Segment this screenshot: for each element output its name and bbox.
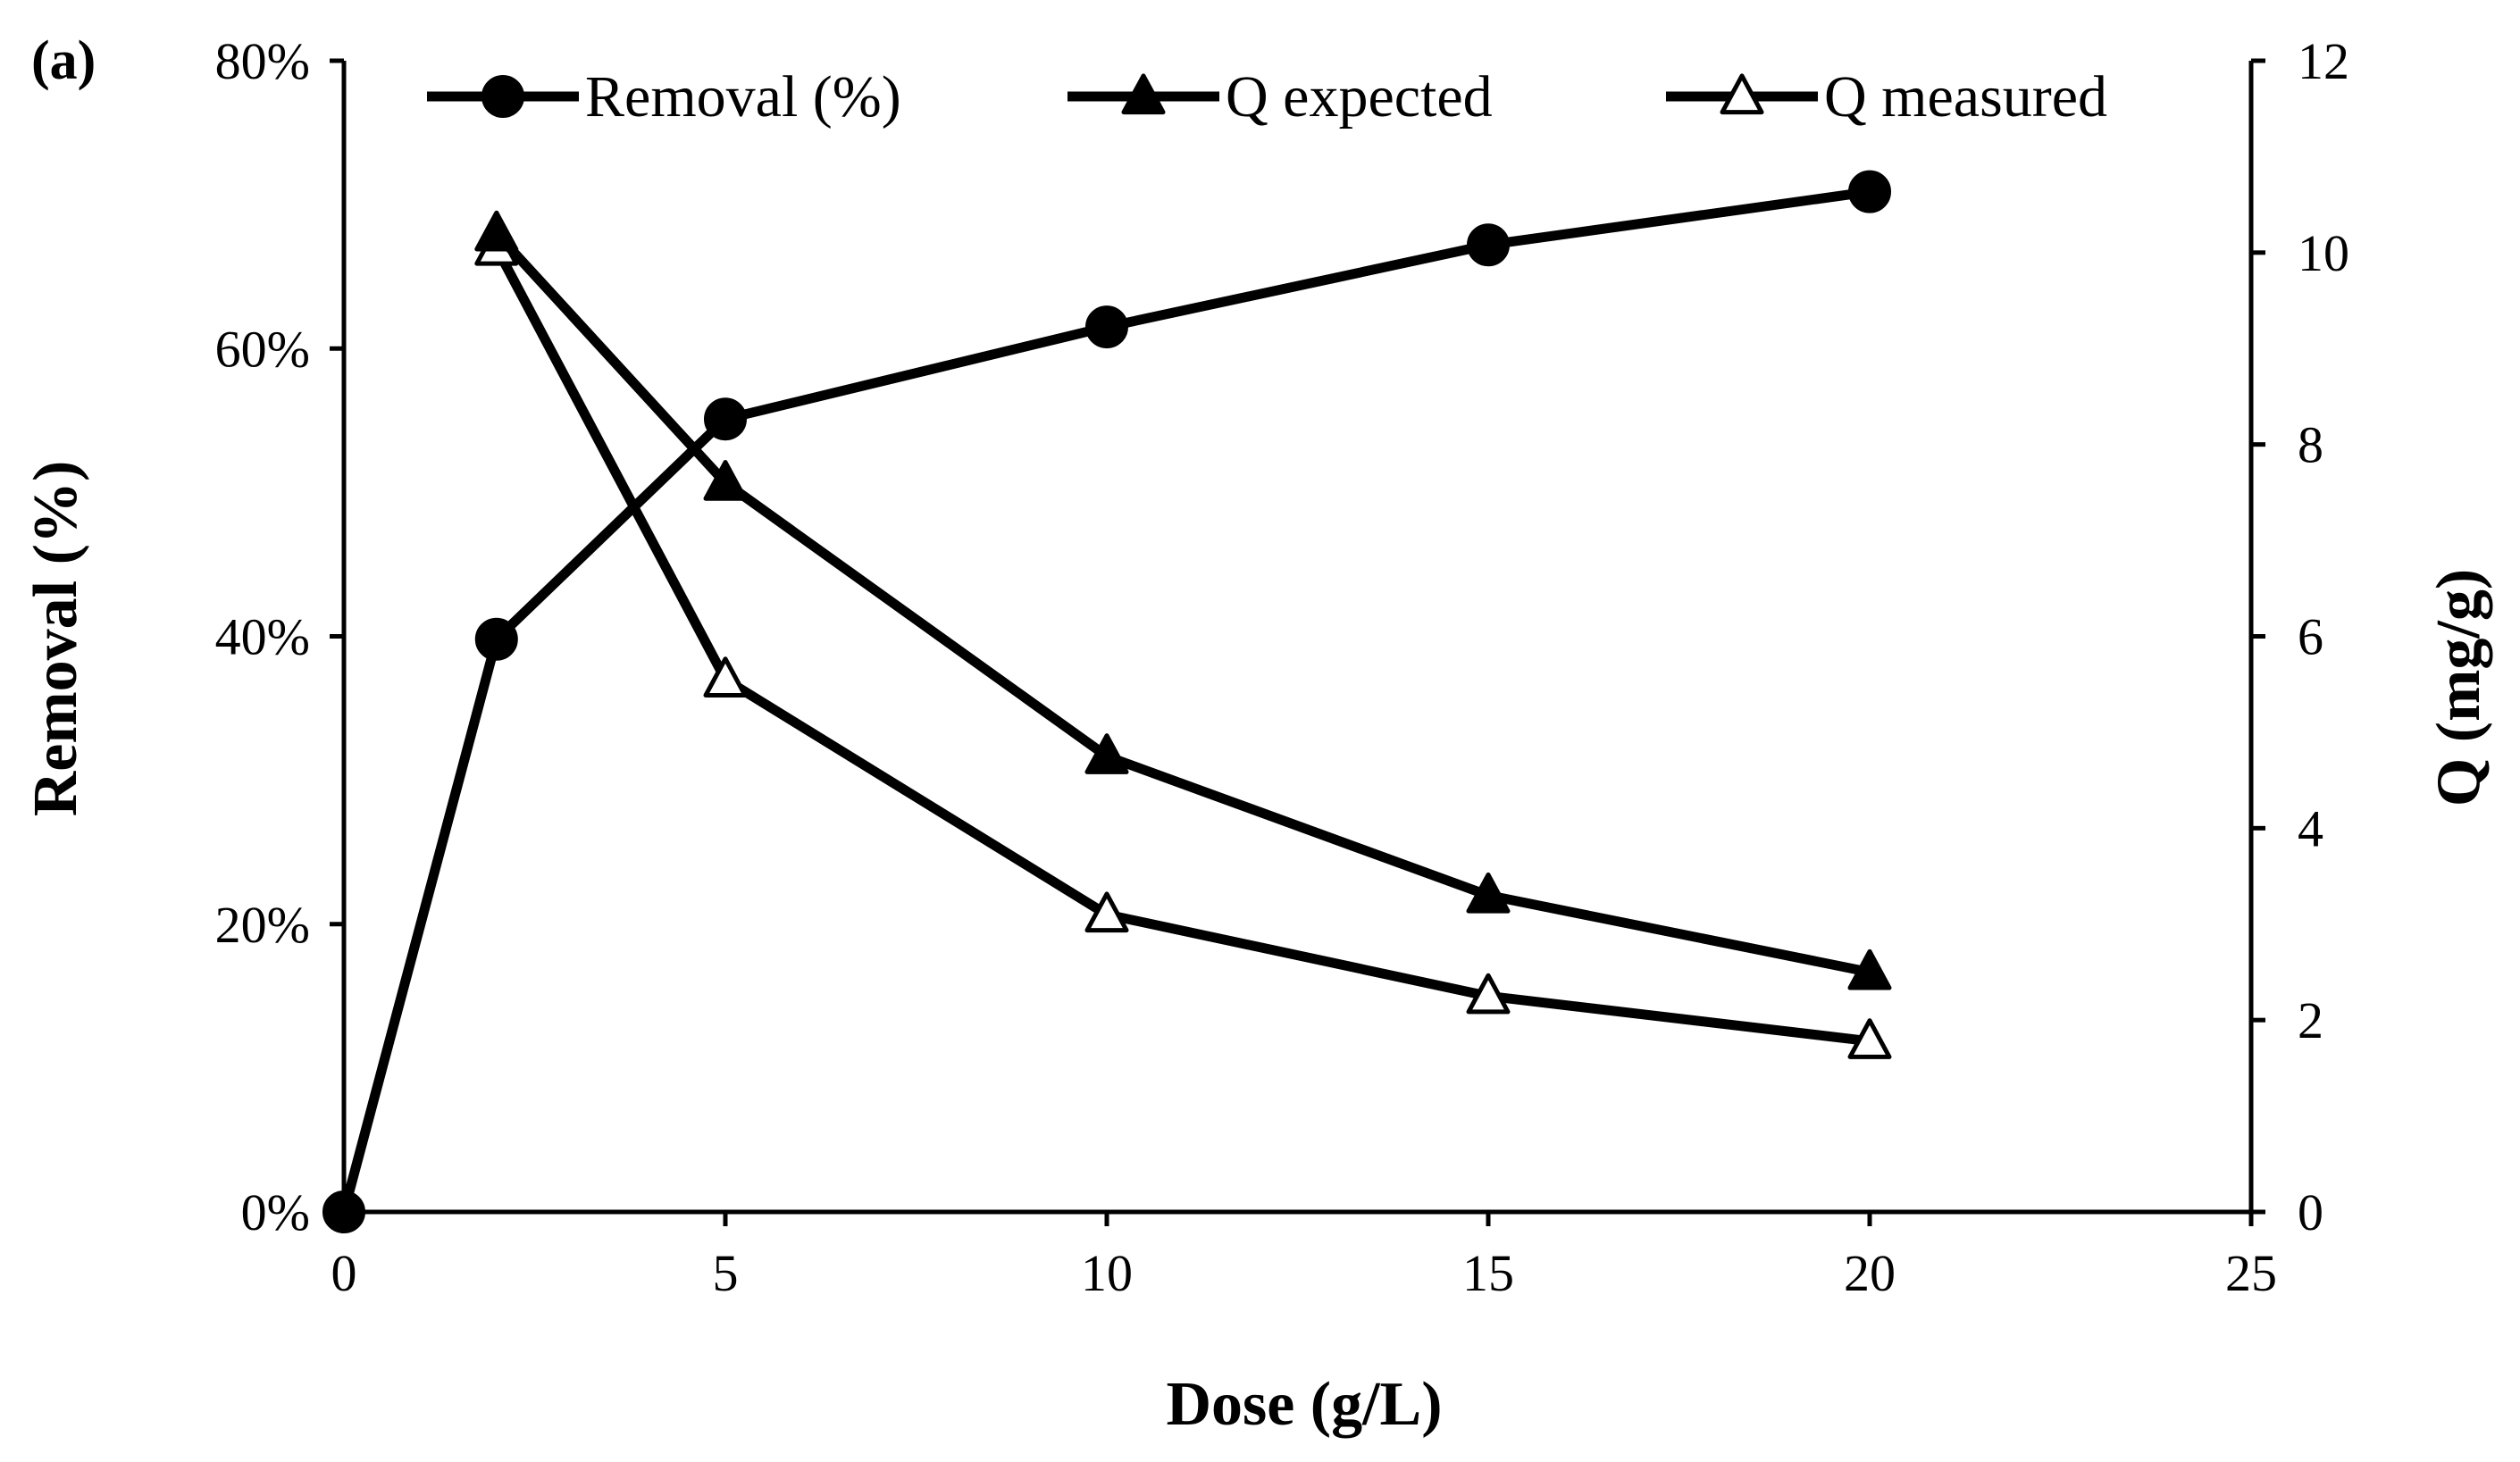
data-point-removal (322, 1190, 365, 1233)
y-right-tick-label: 0 (2298, 1183, 2323, 1241)
y-right-tick-label: 8 (2298, 416, 2323, 474)
legend-item-q-measured: Q measured (1666, 64, 2107, 129)
x-tick-label: 15 (1462, 1244, 1514, 1302)
series-q-measured (474, 224, 1892, 1059)
legend-label: Q measured (1824, 64, 2107, 129)
legend-swatch-marker (481, 75, 524, 118)
data-point-q-measured (1466, 973, 1511, 1015)
data-point-q-expected (1847, 948, 1892, 990)
legend-item-removal: Removal (%) (427, 64, 901, 129)
x-tick-label: 5 (713, 1244, 739, 1302)
data-point-removal (1085, 305, 1128, 349)
data-point-q-measured (1084, 891, 1129, 933)
data-point-removal (1848, 170, 1891, 213)
series-layer (322, 170, 1892, 1233)
x-tick-label: 0 (331, 1244, 357, 1302)
legend: Removal (%) Q expected Q measured (427, 64, 2107, 129)
data-point-q-expected (1084, 733, 1129, 774)
legend-item-q-expected: Q expected (1067, 64, 1493, 129)
axes: 0 5 10 15 20 25 0% 20% 40% 60% 80% 0 2 4 6 8 10 12 (215, 32, 2349, 1302)
legend-label: Removal (%) (585, 64, 901, 129)
data-point-removal (1467, 223, 1510, 267)
data-point-q-measured (703, 656, 748, 698)
y-left-tick-label: 60% (215, 320, 310, 378)
y-left-tick-label: 20% (215, 896, 310, 954)
y-right-axis-title: Q (mg/g) (2424, 569, 2493, 806)
y-left-tick-label: 0% (241, 1183, 310, 1241)
legend-swatch-marker (1121, 73, 1166, 115)
x-tick-label: 20 (1844, 1244, 1896, 1302)
data-point-q-expected (1466, 872, 1511, 914)
y-left-axis-title: Removal (%) (21, 461, 90, 817)
legend-swatch-marker (1720, 73, 1764, 115)
x-tick-label: 25 (2225, 1244, 2277, 1302)
series-q-expected (474, 210, 1892, 990)
y-left-tick-label: 40% (215, 608, 310, 666)
data-point-q-expected (703, 460, 748, 501)
y-left-tick-label: 80% (215, 32, 310, 90)
data-point-q-measured (1847, 1018, 1892, 1059)
panel-label: (a) (31, 30, 96, 91)
data-point-removal (704, 397, 747, 441)
y-right-tick-label: 6 (2298, 608, 2323, 666)
series-line-q-expected (492, 230, 1871, 977)
y-right-tick-label: 4 (2298, 799, 2323, 857)
series-line-removal (339, 187, 1871, 1214)
series-line-q-measured (491, 245, 1871, 1047)
series-removal (322, 170, 1891, 1233)
y-right-tick-label: 10 (2298, 224, 2349, 282)
x-axis-title: Dose (g/L) (1166, 1370, 1442, 1439)
y-right-tick-label: 2 (2298, 991, 2323, 1049)
x-tick-label: 10 (1081, 1244, 1133, 1302)
data-point-q-expected (474, 210, 519, 252)
legend-label: Q expected (1226, 64, 1493, 129)
y-right-tick-label: 12 (2298, 32, 2349, 90)
data-point-removal (474, 617, 518, 661)
